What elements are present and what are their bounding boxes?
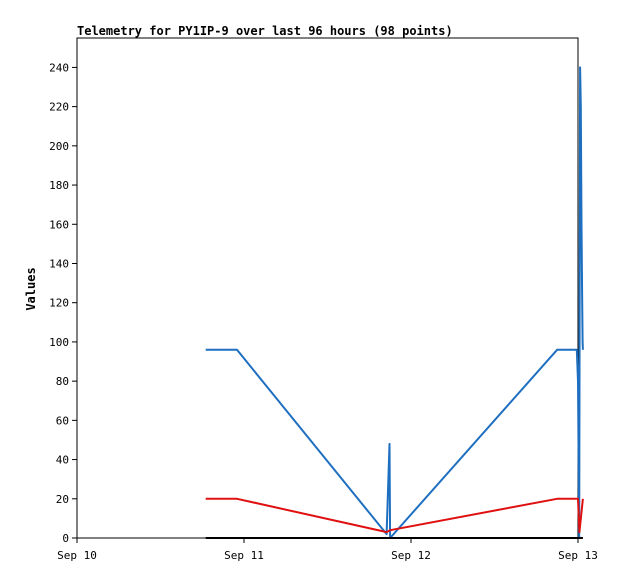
y-axis: 0 20 40 60 80 100 120 140 160 180 200 220 240 [49, 61, 77, 545]
y-tick-label: 120 [49, 297, 69, 310]
y-tick-label: 100 [49, 336, 69, 349]
y-tick-label: 220 [49, 101, 69, 114]
y-tick-label: 160 [49, 218, 69, 231]
chart-title: Telemetry for PY1IP-9 over last 96 hours… [77, 24, 453, 38]
series-line-2 [205, 497, 584, 534]
series-lines [205, 66, 584, 539]
x-axis: Sep 10 Sep 11 Sep 12 Sep 13 [57, 538, 598, 562]
y-tick-label: 200 [49, 140, 69, 153]
plot-frame [76, 37, 579, 539]
y-tick-label: 0 [62, 532, 69, 545]
y-tick-label: 60 [56, 414, 69, 427]
y-tick-label: 40 [56, 454, 69, 467]
y-axis-label: Values [24, 267, 38, 310]
x-tick-label: Sep 12 [391, 549, 431, 562]
y-tick-label: 180 [49, 179, 69, 192]
y-tick-label: 80 [56, 375, 69, 388]
series-line-1 [205, 66, 584, 539]
x-tick-label: Sep 11 [224, 549, 264, 562]
x-tick-label: Sep 13 [558, 549, 598, 562]
y-tick-label: 20 [56, 493, 69, 506]
y-tick-label: 240 [49, 61, 69, 74]
x-tick-label: Sep 10 [57, 549, 97, 562]
y-tick-label: 140 [49, 257, 69, 270]
